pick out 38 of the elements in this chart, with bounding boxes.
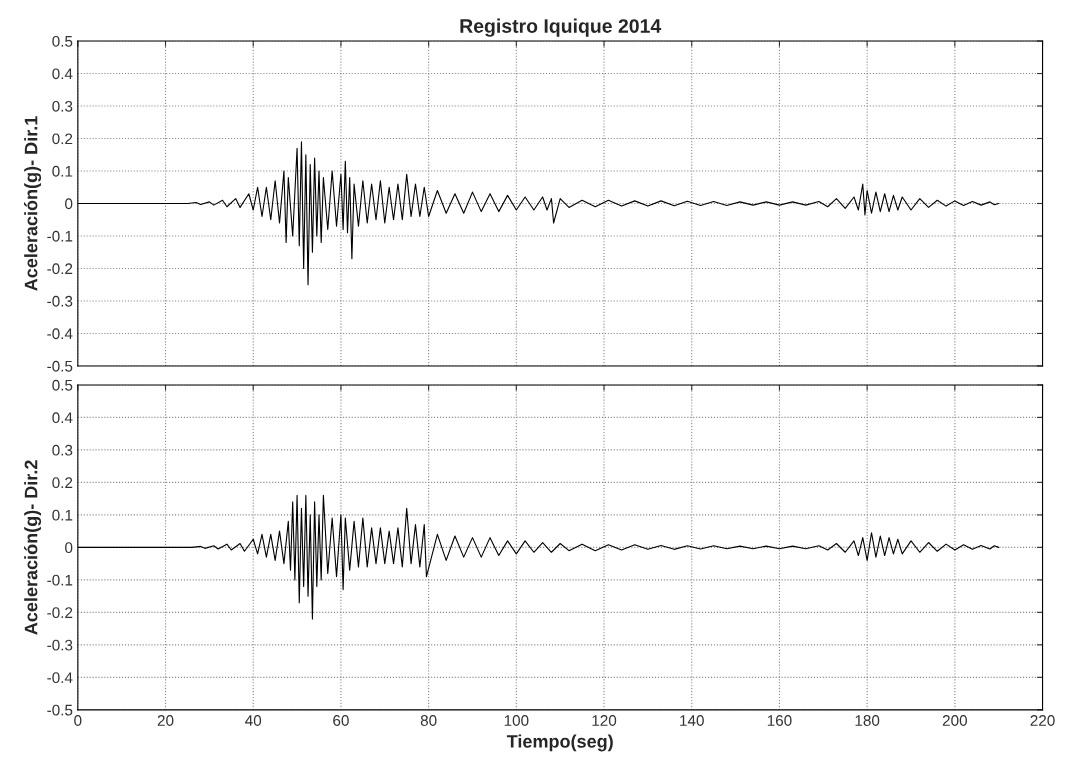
y-tick-label: -0.4 — [47, 328, 73, 340]
x-tick-label: 40 — [245, 715, 262, 726]
x-tick-label: 160 — [767, 715, 792, 726]
y-tick-label: -0.2 — [47, 263, 73, 275]
y-tick-label: 0.1 — [52, 165, 73, 177]
y-tick-label: 0.5 — [52, 379, 73, 391]
y-tick-label: 0.3 — [52, 444, 73, 456]
x-tick-label: 120 — [592, 715, 617, 726]
y-tick-label: 0.3 — [52, 100, 73, 112]
y-tick-label: -0.4 — [47, 672, 73, 684]
x-tick-label: 100 — [504, 715, 529, 726]
y-tick-label: -0.3 — [47, 639, 73, 651]
x-tick-label: 200 — [942, 715, 967, 726]
x-tick-label: 60 — [333, 715, 349, 726]
x-tick-label: 0 — [74, 715, 82, 726]
y-tick-label: 0.2 — [52, 477, 73, 489]
x-tick-label: 180 — [855, 715, 880, 726]
y-tick-label: 0.5 — [52, 35, 73, 47]
y-tick-label: -0.2 — [47, 607, 73, 619]
x-tick-label: 80 — [420, 715, 437, 726]
x-tick-label: 20 — [157, 715, 174, 726]
chart-title: Registro Iquique 2014 — [460, 18, 662, 37]
y-tick-label: 0 — [65, 198, 73, 210]
y-tick-label: -0.1 — [47, 574, 73, 586]
y-tick-label: 0.2 — [52, 133, 73, 145]
y-tick-label: -0.5 — [47, 360, 73, 372]
y-axis-title: Aceleración(g)- Dir.2 — [24, 460, 42, 635]
y-tick-label: -0.1 — [47, 230, 73, 242]
x-tick-label: 140 — [680, 715, 704, 726]
x-tick-label: 220 — [1030, 715, 1055, 726]
x-axis-title: Tiempo(seg) — [506, 734, 613, 752]
y-tick-label: 0.1 — [52, 509, 73, 521]
y-tick-label: 0.4 — [52, 68, 73, 80]
y-tick-label: -0.5 — [47, 704, 73, 716]
y-axis-title: Aceleración(g)- Dir.1 — [24, 116, 42, 291]
y-tick-label: 0 — [65, 542, 73, 554]
y-tick-label: -0.3 — [47, 295, 73, 307]
y-tick-label: 0.4 — [52, 412, 73, 424]
